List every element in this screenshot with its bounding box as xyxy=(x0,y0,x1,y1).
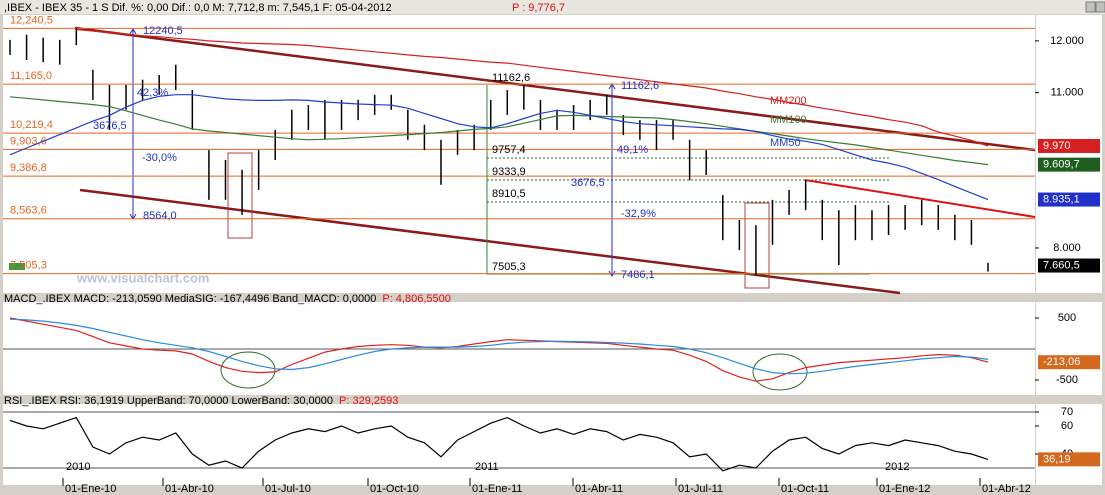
series-line xyxy=(9,416,989,472)
x-tick-label: 01-Ene-12 xyxy=(879,483,930,495)
value-marker-label: 7.660,5 xyxy=(1043,259,1080,271)
level-label: 9,903,6 xyxy=(10,135,47,147)
main-plot-bg xyxy=(3,15,1035,293)
y-tick-label: 12.000 xyxy=(1050,35,1084,47)
value-marker-label: 8.935,1 xyxy=(1043,193,1080,205)
value-marker xyxy=(1038,192,1100,207)
series-line xyxy=(9,317,989,382)
level-label: 9,386,8 xyxy=(10,162,47,174)
annotation: 8564,0 xyxy=(143,210,177,222)
header-price: P : 9,776,7 xyxy=(512,2,565,14)
level-label: 7,505,3 xyxy=(10,259,47,271)
annotation: 42,3% xyxy=(137,87,168,99)
value-marker-label: 36,19 xyxy=(1043,453,1071,465)
header-button[interactable] xyxy=(1085,1,1096,13)
value-marker xyxy=(1038,355,1100,370)
annotation: 8910,5 xyxy=(492,188,526,200)
x-tick-label: 01-Abr-12 xyxy=(982,483,1031,495)
x-tick-label: 01-Abr-10 xyxy=(165,483,214,495)
annotation: 7486,1 xyxy=(621,269,655,281)
annotation: -30,0% xyxy=(142,152,177,164)
panel-title: RSI_.IBEX RSI: 36,1919 UpperBand: 70,000… xyxy=(4,395,333,407)
series-line xyxy=(9,94,989,201)
header-text: ,IBEX - IBEX 35 - 1 S Dif. %: 0,00 Dif.:… xyxy=(4,2,392,14)
series-line xyxy=(9,318,989,375)
x-tick-label: 01-Oct-11 xyxy=(781,483,829,495)
x-tick-label: 01-Oct-10 xyxy=(370,483,419,495)
main-axis-bg xyxy=(1036,15,1102,293)
x-tick-label: 01-Jul-11 xyxy=(678,483,723,495)
value-marker xyxy=(1038,138,1100,153)
level-label: 10,219,4 xyxy=(10,119,53,131)
header-button[interactable] xyxy=(1095,1,1105,13)
x-tick-label: 01-Ene-10 xyxy=(65,483,116,495)
y-tick-label: -500 xyxy=(1056,374,1078,386)
year-label: 2012 xyxy=(885,461,909,473)
panel-title: MACD_.IBEX MACD: -213,0590 MediaSIG: -16… xyxy=(4,293,376,305)
watermark: www.visualchart.com xyxy=(76,270,209,285)
value-marker xyxy=(1038,258,1100,273)
annotation: 11162,6 xyxy=(492,72,530,84)
highlight-box xyxy=(227,152,253,239)
trend-line xyxy=(804,179,1036,218)
y-tick-label: 500 xyxy=(1058,312,1076,324)
y-tick-label: 11.000 xyxy=(1051,87,1084,99)
annotation: 11162,6 xyxy=(621,80,659,92)
level-label: 8,563,6 xyxy=(10,205,47,217)
channel-line xyxy=(79,188,901,295)
series-line xyxy=(9,96,989,166)
year-label: 2010 xyxy=(66,461,90,473)
channel-line xyxy=(74,26,1036,152)
annotation: 49,1% xyxy=(617,144,648,156)
value-marker-label: 9.609,7 xyxy=(1043,159,1080,171)
x-tick-label: 01-Abr-11 xyxy=(575,483,623,495)
annotation: 3676,5 xyxy=(571,177,605,189)
level-label: 12,240,5 xyxy=(10,14,53,26)
y-tick-label: 8.000 xyxy=(1053,242,1081,254)
y-tick-label: 70 xyxy=(1061,406,1073,418)
annotation: 3676,5 xyxy=(93,120,127,132)
series-label: MM200 xyxy=(770,95,807,107)
annotation: -32,9% xyxy=(621,208,656,220)
y-tick-label: 60 xyxy=(1061,420,1073,432)
panel-title-price: P: 4,806,5500 xyxy=(382,293,451,305)
annotation: 9333,9 xyxy=(492,166,526,178)
annotation: 12240,5 xyxy=(143,25,183,37)
rsi-axis-bg xyxy=(1036,404,1102,485)
highlight-box xyxy=(744,202,770,289)
series-label: MM100 xyxy=(770,114,807,126)
icon xyxy=(9,263,25,270)
header-bar xyxy=(0,0,1105,14)
year-label: 2011 xyxy=(475,461,499,473)
annotation: 9757,4 xyxy=(492,144,526,156)
level-label: 11,165,0 xyxy=(10,70,52,82)
x-tick-label: 01-Jul-10 xyxy=(265,483,311,495)
annotation: 7505,3 xyxy=(492,261,526,273)
value-marker-label: 9.970 xyxy=(1043,140,1071,152)
macd-axis-bg xyxy=(1036,302,1102,395)
value-marker xyxy=(1038,157,1100,172)
series-label: MM50 xyxy=(770,137,801,149)
x-tick-label: 01-Ene-11 xyxy=(472,483,523,495)
value-marker xyxy=(1038,452,1100,467)
highlight-ellipse xyxy=(220,351,276,389)
value-marker-label: -213,06 xyxy=(1043,356,1080,368)
panel-title-price: P: 329,2593 xyxy=(339,395,398,407)
highlight-ellipse xyxy=(752,353,808,391)
series-line xyxy=(76,28,989,147)
